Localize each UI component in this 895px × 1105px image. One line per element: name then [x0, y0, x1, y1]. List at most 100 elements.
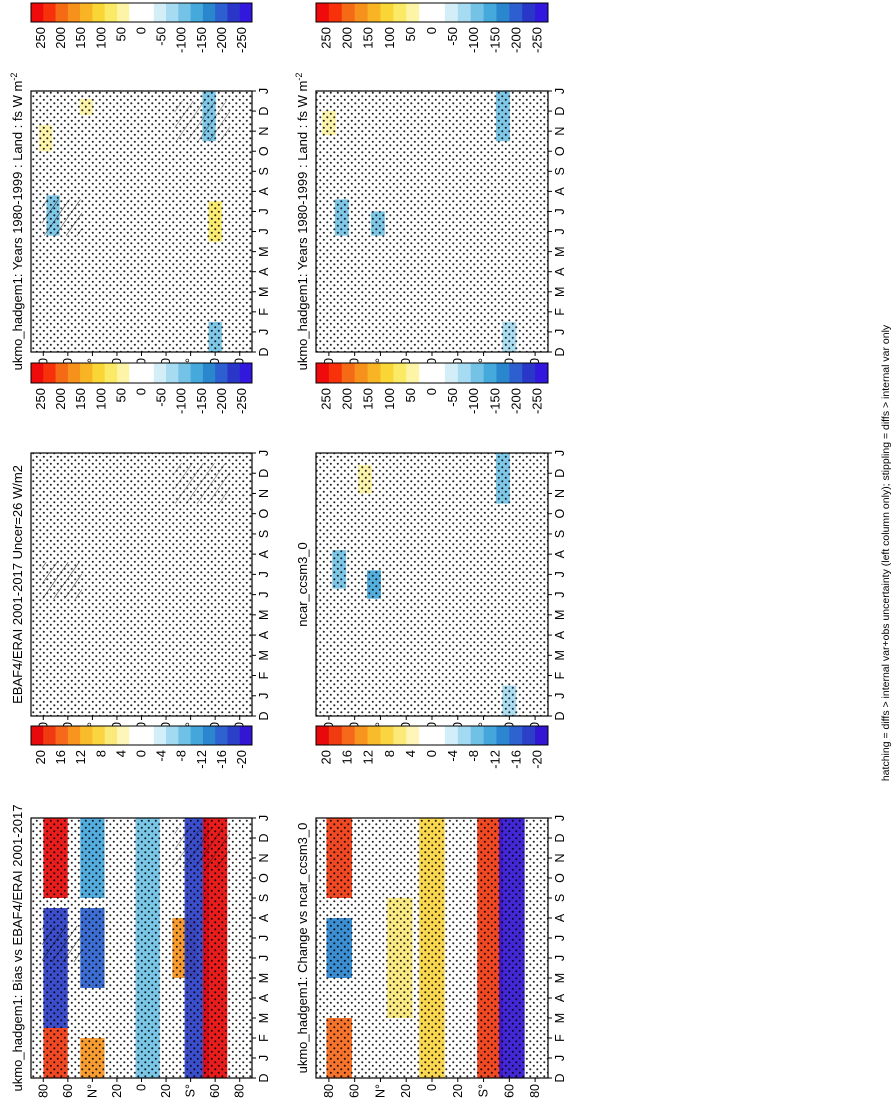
colorbar-swatch [239, 363, 253, 383]
colorbar-swatch [419, 726, 433, 745]
colorbar-swatch [432, 726, 446, 745]
colorbar-tick-label: 150 [73, 27, 88, 49]
colorbar-frame [315, 725, 549, 746]
colorbar-swatch [444, 726, 459, 745]
month-tick-label: A [553, 549, 567, 558]
colorbar-tick-label: 50 [403, 388, 418, 402]
colorbar-swatch [483, 363, 497, 383]
colorbar-swatch [43, 726, 57, 745]
month-tick-label: D [257, 1073, 271, 1082]
colorbar-tick-label: -200 [214, 27, 229, 53]
colorbar-tick-label: 100 [382, 27, 397, 49]
hatching [174, 101, 230, 142]
month-tick-label: J [257, 693, 271, 699]
colorbar-frame [30, 2, 253, 23]
month-tick-label: A [257, 630, 271, 639]
colorbar-tick-label: 250 [319, 388, 334, 410]
colorbar-tick-label: 4 [113, 750, 128, 757]
month-tick-label: J [553, 815, 567, 821]
colorbar-swatch [509, 363, 523, 383]
colorbar-swatch [31, 726, 44, 745]
colorbar-tick-label: 250 [319, 27, 334, 49]
panel-bias: 80 60 N° 20 0 20 S° 60 80 D J F M A M J J A S O N D Jukmo_hadg… [10, 805, 271, 1098]
colorbar-swatch [483, 3, 497, 22]
colorbar-tick-label: 8 [93, 750, 108, 757]
hatching [42, 562, 82, 599]
colorbar-swatch [406, 726, 420, 745]
month-tick-label: J [553, 329, 567, 335]
month-tick-label: A [257, 267, 271, 276]
colorbar-tick-label: 50 [403, 27, 418, 41]
panel-model-climatology-right: 8060N°20020S°6080DJFMAMJJASONDJukmo_hadg… [294, 73, 567, 372]
colorbar-tick-label: -50 [445, 388, 460, 407]
month-tick-label: J [553, 450, 567, 456]
month-tick-label: M [553, 610, 567, 620]
colorbar-swatch [116, 726, 130, 745]
month-tick-label: J [257, 591, 271, 597]
lat-tick-label: S° [184, 1084, 198, 1097]
month-tick-label: M [257, 650, 271, 660]
colorbar-tick-label: 100 [93, 27, 108, 49]
month-tick-label: F [257, 671, 271, 679]
colorbar-swatch [341, 363, 356, 383]
colorbar-swatch [80, 363, 93, 383]
lat-tick-label: 0 [425, 722, 439, 729]
month-tick-label: N [257, 489, 271, 498]
colorbar-tick-label: 50 [113, 388, 128, 402]
month-tick-label: M [553, 650, 567, 660]
colorbar-tick-label: 20 [319, 750, 334, 764]
colorbar-tick-label: 20 [33, 750, 48, 764]
month-tick-label: M [257, 1013, 271, 1023]
month-tick-label: J [257, 228, 271, 234]
colorbar-middle-right: 250 200 150 100 50 0 -50 -100 -150 -200 -250 [315, 362, 549, 414]
lat-tick-label: 20 [451, 1084, 465, 1098]
month-tick-label: J [553, 955, 567, 961]
panel-title-text: ukmo_hadgem1: Years 1980-1999 : Land : f… [10, 81, 25, 371]
colorbar-tick-label: -50 [445, 27, 460, 46]
lat-tick-label: 0 [135, 722, 149, 729]
month-tick-label: J [553, 571, 567, 577]
lat-tick-label: 60 [502, 1084, 516, 1098]
stippling [316, 91, 548, 352]
colorbar-swatch [178, 363, 192, 383]
colorbar-swatch [153, 726, 167, 745]
month-tick-label: J [257, 935, 271, 941]
month-tick-label: D [257, 711, 271, 720]
lat-tick-label: 20 [159, 1084, 173, 1098]
colorbar-swatch [406, 363, 420, 383]
colorbar-swatch [496, 363, 510, 383]
month-tick-label: J [553, 88, 567, 94]
colorbar-swatch [215, 726, 228, 745]
colorbar-swatch [166, 3, 179, 22]
colorbar-swatch [141, 363, 155, 383]
colorbar-swatch [509, 726, 523, 745]
colorbar-swatch [432, 363, 446, 383]
colorbar-swatch [535, 3, 549, 22]
lat-tick-label: 60 [348, 1084, 362, 1098]
panel-title-text: EBAF4/ERAI 2001-2017 Uncer=26 W/m2 [10, 465, 25, 704]
colorbar-tick-label: -16 [214, 750, 229, 769]
colorbar-swatch [483, 726, 497, 745]
colorbar-tick-label: -20 [529, 750, 544, 769]
colorbar-swatch [215, 363, 228, 383]
colorbar-swatch [129, 3, 142, 22]
month-tick-label: M [257, 287, 271, 297]
colorbar-tick-label: 0 [424, 27, 439, 34]
footnote: hatching = diffs > internal var+obs unce… [880, 324, 892, 781]
colorbar-swatch [190, 363, 204, 383]
colorbar-tick-label: 16 [340, 750, 355, 764]
month-tick-label: M [553, 246, 567, 256]
month-tick-label: M [257, 973, 271, 983]
month-tick-label: F [553, 1034, 567, 1042]
colorbar-swatch [316, 3, 330, 22]
colorbar-tick-label: 0 [134, 388, 149, 395]
colorbar-swatch [535, 363, 549, 383]
colorbar-bottom-right: 20 16 12 8 4 0 -4 -8 -12 -16 -20 [315, 725, 549, 769]
colorbar-tick-label: -8 [174, 750, 189, 762]
month-tick-label: S [257, 530, 271, 538]
colorbar-swatch [166, 726, 179, 745]
colorbar-tick-label: 250 [33, 388, 48, 410]
lat-tick-label: 60 [61, 1084, 75, 1098]
month-tick-label: A [553, 993, 567, 1002]
lat-tick-label: N° [373, 1084, 387, 1098]
